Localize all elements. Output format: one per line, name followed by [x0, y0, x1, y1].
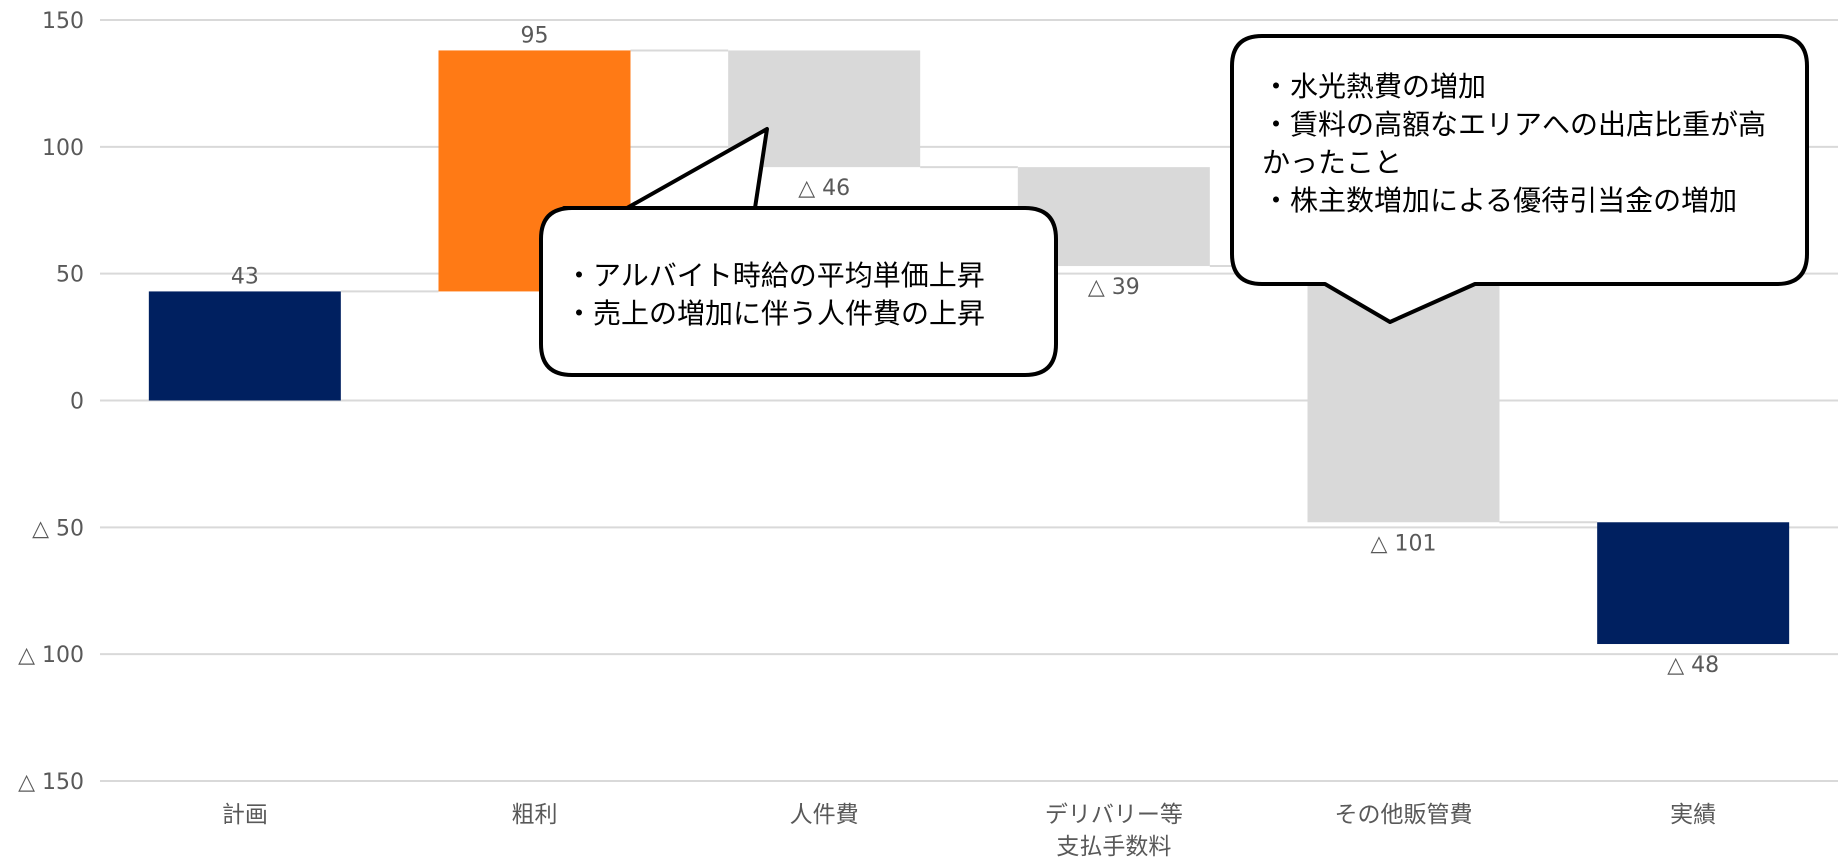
y-tick-label: 0: [70, 390, 84, 415]
callout-bubble: [539, 127, 1058, 377]
callout-text-line: ・アルバイト時給の平均単価上昇: [565, 259, 985, 292]
callout-other: ・水光熱費の増加・賃料の高額なエリアへの出店比重が高かったこと・株主数増加による…: [1230, 34, 1809, 324]
data-label: △ 101: [1371, 531, 1437, 556]
data-label: △ 46: [798, 176, 850, 201]
y-tick-label: △ 150: [18, 770, 84, 795]
callout-text-line: かったこと: [1262, 146, 1402, 179]
x-tick-label: デリバリー等: [1045, 802, 1183, 828]
callout-bubble: [1230, 34, 1809, 324]
x-tick-label: 人件費: [790, 802, 859, 828]
x-tick-label: 粗利: [512, 802, 558, 828]
bar-1: [148, 291, 341, 401]
x-tick-label: 実績: [1670, 802, 1716, 828]
y-tick-label: 50: [56, 263, 84, 288]
y-tick-label: 150: [42, 9, 84, 34]
callout-text-line: ・賃料の高額なエリアへの出店比重が高: [1262, 108, 1766, 141]
y-tick-label: △ 100: [18, 643, 84, 668]
data-label: △ 39: [1088, 275, 1140, 300]
callout-text-line: ・水光熱費の増加: [1262, 70, 1486, 103]
callout-text-line: ・株主数増加による優待引当金の増加: [1262, 184, 1737, 217]
callouts: ・アルバイト時給の平均単価上昇・売上の増加に伴う人件費の上昇・水光熱費の増加・賃…: [539, 34, 1809, 377]
x-tick-label: その他販管費: [1335, 802, 1473, 828]
y-axis: 150 100 50 0 △ 50 △ 100 △ 150: [18, 9, 84, 795]
callout-text-line: ・売上の増加に伴う人件費の上昇: [565, 297, 985, 330]
bars: [148, 50, 1790, 645]
x-tick-label: 計画: [222, 802, 268, 828]
y-tick-label: △ 50: [32, 516, 84, 541]
data-label: 43: [231, 264, 259, 289]
data-label: 95: [521, 23, 549, 48]
y-tick-label: 100: [42, 136, 84, 161]
data-labels: 43 95 △ 46 △ 39 △ 101 △ 48: [231, 23, 1719, 678]
callout-labor: ・アルバイト時給の平均単価上昇・売上の増加に伴う人件費の上昇: [539, 127, 1058, 377]
data-label: △ 48: [1667, 653, 1719, 678]
bar-6: [1597, 522, 1790, 645]
x-tick-label: 支払手数料: [1056, 834, 1171, 860]
